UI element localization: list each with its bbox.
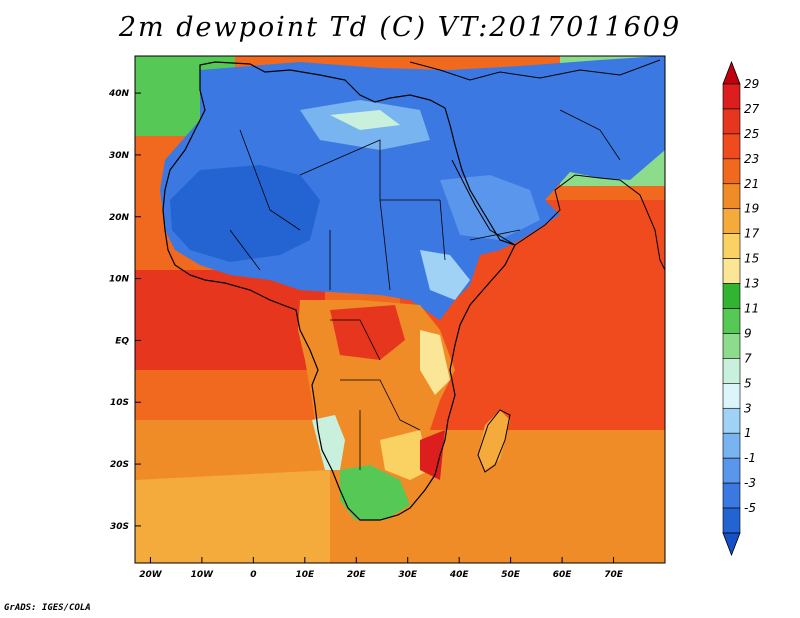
congo-region (330, 305, 405, 360)
lat-tick-label: 30S (110, 522, 129, 532)
europe-coastline (409, 59, 661, 81)
lon-tick-label: 10E (295, 570, 315, 580)
colorbar-segment (722, 108, 741, 135)
lat-tick-label: 20N (109, 213, 130, 223)
zimbabwe-region (380, 430, 430, 480)
colorbar-label: 5 (744, 376, 752, 390)
colorbar-label: 9 (744, 326, 752, 340)
lon-tick-label: 0 (250, 570, 256, 580)
colorbar-segment (722, 358, 741, 384)
madagascar-region (478, 410, 510, 470)
lat-tick-label: 30N (109, 151, 130, 161)
colorbar-segment (722, 208, 741, 234)
mozambique-region (420, 430, 445, 480)
colorbar-segment (722, 283, 741, 309)
colorbar-label: 29 (744, 77, 759, 91)
lat-tick-label: EQ (115, 336, 129, 346)
lon-tick-label: 60E (553, 570, 573, 580)
colorbar-label: 15 (744, 252, 759, 266)
lon-tick-label: 30E (398, 570, 418, 580)
colorbar-segment (722, 158, 741, 185)
colorbar-label: 25 (744, 127, 759, 141)
longitude-axis: 20W 10W 0 10E 20E 30E 40E 50E 60E 70E (139, 557, 624, 580)
latitude-axis: 40N 30N 20N 10N EQ 10S 20S 30S (108, 89, 141, 532)
colorbar-label: 7 (744, 351, 752, 365)
south-indian-field (420, 470, 665, 563)
colorbar-label: -1 (744, 451, 756, 465)
lon-tick-label: 40E (449, 570, 470, 580)
country-borders (229, 109, 621, 470)
colorbar-segment (722, 482, 741, 509)
colorbar-label: 19 (744, 202, 759, 216)
colorbar-segment (722, 183, 741, 210)
map-title: 2m dewpoint Td (C) VT:2017011609 (118, 12, 682, 43)
east-africa-region (420, 330, 450, 395)
colorbar-label: 1 (744, 426, 752, 440)
lon-tick-label: 50E (501, 570, 521, 580)
ethiopia-region (420, 250, 470, 300)
colorbar-label: 3 (744, 401, 752, 415)
lon-tick-label: 20E (347, 570, 367, 580)
southern-africa-region (340, 465, 410, 520)
sahel-very-dry-region (170, 165, 320, 262)
map-frame (134, 55, 666, 564)
lat-tick-label: 20S (110, 460, 129, 470)
arabia-india-coastline (451, 159, 665, 271)
colorbar-label: 27 (744, 102, 760, 116)
colorbar-label: 23 (744, 152, 759, 166)
lat-tick-label: 10N (109, 275, 130, 285)
namibia-region (312, 415, 345, 470)
colorbar-max-arrow (722, 60, 741, 85)
lon-tick-label: 70E (604, 570, 624, 580)
lon-tick-label: 20W (139, 570, 163, 580)
colorbar-segment (722, 383, 741, 409)
lon-tick-label: 10W (191, 570, 215, 580)
south-atlantic-dry-field (135, 470, 330, 563)
lat-tick-label: 40N (108, 89, 130, 99)
colorbar-label: 21 (744, 177, 759, 191)
colorbar-label: 13 (744, 277, 759, 291)
arabia-region (440, 175, 540, 240)
colorbar-min-arrow (722, 532, 741, 557)
colorbar-segment (722, 233, 741, 259)
colorbar-label: 17 (744, 227, 760, 241)
map-field (135, 56, 665, 563)
colorbar-label: -5 (744, 501, 756, 515)
colorbar-segment (722, 457, 741, 484)
sahara-dry-region (160, 56, 665, 320)
med-coast-region (330, 110, 400, 130)
grads-credit: GrADS: IGES/COLA (4, 603, 91, 613)
colorbar-segment (722, 258, 741, 284)
colorbar-segment (722, 407, 741, 434)
colorbar-segment (722, 83, 741, 110)
colorbar-segment (722, 507, 741, 534)
colorbar-label: 11 (744, 302, 759, 316)
colorbar-label: -3 (744, 476, 756, 490)
colorbar-segment (722, 308, 741, 334)
colorbar-segment (722, 432, 741, 459)
lat-tick-label: 10S (110, 398, 129, 408)
africa-coastline (162, 61, 516, 521)
colorbar: 29 27 25 23 21 19 17 15 13 11 9 7 5 3 1 -1 -3 -5 (722, 60, 760, 557)
madagascar-coastline (477, 409, 511, 473)
colorbar-segment (722, 333, 741, 359)
colorbar-segment (722, 133, 741, 160)
